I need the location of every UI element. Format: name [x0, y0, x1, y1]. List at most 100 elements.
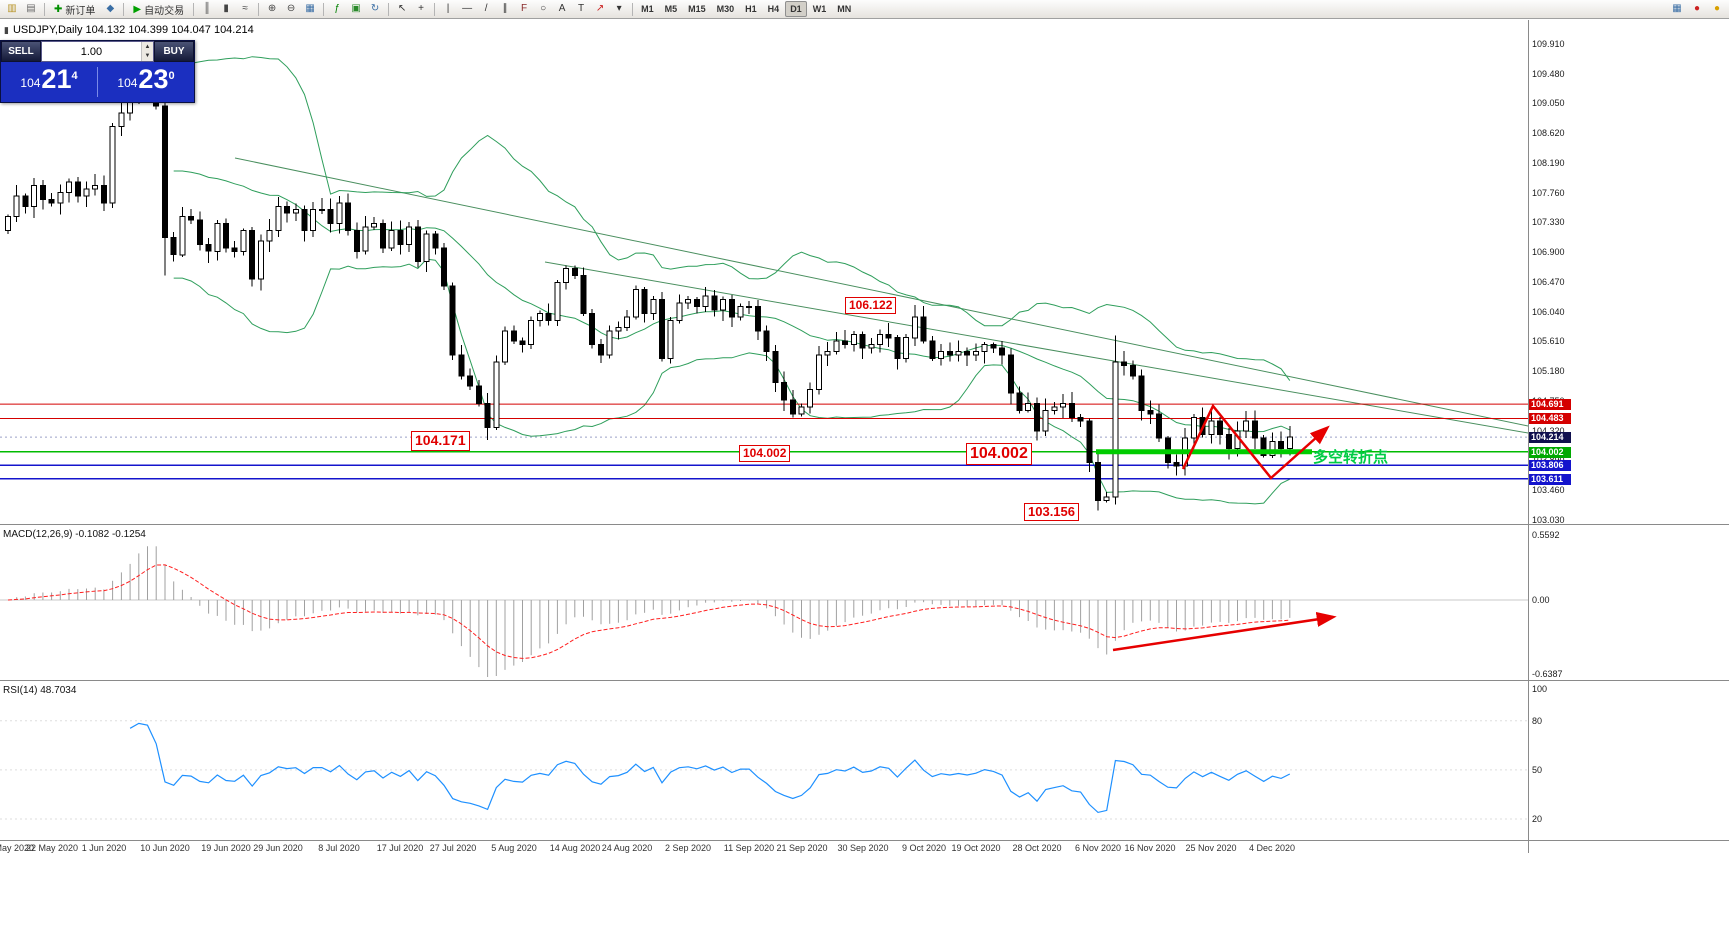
candlestick-mini-icon: ▮: [4, 24, 9, 35]
bar-chart-icon-glyph: ║: [203, 3, 211, 14]
price-axis-divider: [1528, 20, 1529, 853]
zoom-in-icon-glyph: ⊕: [267, 3, 277, 14]
trendlines: [234, 157, 1529, 434]
time-axis-divider: [0, 840, 1729, 841]
candles-layer: [5, 45, 1293, 511]
chart-profiles-icon[interactable]: ▤: [22, 2, 40, 17]
timeframe-m1[interactable]: M1: [641, 4, 654, 14]
chart-profiles-icon-glyph: ▤: [26, 3, 36, 14]
toolbar-separator: [123, 2, 125, 16]
toolbar-separator: [632, 2, 634, 16]
shapes-icon-glyph: ○: [540, 3, 547, 14]
chart-title-text: USDJPY,Daily 104.132 104.399 104.047 104…: [12, 24, 254, 36]
horizontal-line-icon-glyph: —: [462, 3, 473, 14]
refresh-icon[interactable]: ↻: [366, 2, 384, 17]
trendline-icon[interactable]: /: [477, 2, 495, 17]
timeframe-d1[interactable]: D1: [785, 1, 807, 17]
new-order-button[interactable]: ✚ 新订单: [49, 2, 100, 17]
timeframe-mn[interactable]: MN: [837, 4, 852, 14]
rsi-panel-divider[interactable]: [0, 680, 1729, 681]
alert-icon[interactable]: ●: [1713, 3, 1721, 14]
fibonacci-icon-glyph: F: [521, 3, 528, 14]
rsi-value: 48.7034: [40, 685, 77, 696]
zoom-in-icon[interactable]: ⊕: [263, 2, 281, 17]
macd-panel: [0, 546, 1528, 677]
new-chart-icon[interactable]: ▥: [3, 2, 21, 17]
ask-price[interactable]: 104 23 0: [98, 64, 194, 96]
crosshair-icon-glyph: +: [418, 3, 425, 14]
bid-big-figure: 104: [20, 75, 41, 90]
zoom-out-icon-glyph: ⊖: [286, 3, 296, 14]
macd-label: MACD(12,26,9) -0.1082 -0.1254: [3, 529, 146, 540]
candlestick-chart-icon-glyph: ▮: [223, 3, 229, 14]
zigzag-drawing: [1181, 403, 1330, 480]
record-icon[interactable]: ●: [1693, 3, 1701, 14]
volume-input[interactable]: [42, 42, 141, 61]
zoom-out-icon[interactable]: ⊖: [282, 2, 300, 17]
tile-windows-icon[interactable]: ▦: [301, 2, 319, 17]
shapes-icon[interactable]: ○: [534, 2, 552, 17]
rsi-panel: [0, 720, 1528, 820]
volume-increase-button[interactable]: ▲: [141, 42, 153, 52]
macd-panel-divider[interactable]: [0, 524, 1729, 525]
timeframe-toolbar: M1 M5 M15 M30 H1 H4 D1 W1 MN: [636, 1, 856, 17]
toolbar-separator: [193, 2, 195, 16]
rsi-name: RSI(14): [3, 685, 38, 696]
grid-icon[interactable]: ▦: [1672, 3, 1682, 14]
arrows-icon[interactable]: ↗: [591, 2, 609, 17]
timeframe-m15[interactable]: M15: [688, 4, 706, 14]
channel-icon[interactable]: ∥: [496, 2, 514, 17]
candlestick-chart-icon[interactable]: ▮: [217, 2, 235, 17]
new-chart-icon-glyph: ▥: [7, 3, 17, 14]
ask-big-figure: 104: [117, 75, 138, 90]
text-label-icon[interactable]: T: [572, 2, 590, 17]
timeframe-h1[interactable]: H1: [745, 4, 757, 14]
auto-trading-button[interactable]: ▶ 自动交易: [128, 2, 189, 17]
fibonacci-icon[interactable]: F: [515, 2, 533, 17]
auto-trading-icon: ▶: [133, 3, 142, 15]
bar-chart-icon[interactable]: ║: [198, 2, 216, 17]
add-indicator-icon-glyph: ▣: [351, 3, 361, 14]
main-toolbar: ▥ ▤ ✚ 新订单 ◆ ▶ 自动交易 ║ ▮ ≈ ⊕ ⊖ ▦ ƒ ▣ ↻ ↖ + | — / ∥ F ○ A T ↗ ▾ M1 M5 M1…: [0, 0, 1729, 19]
crosshair-icon[interactable]: +: [412, 2, 430, 17]
timeframe-m30[interactable]: M30: [716, 4, 735, 14]
macd-trend-arrow: [1112, 611, 1337, 652]
chart-wizard-icon[interactable]: ◆: [101, 2, 119, 17]
dropdown-icon[interactable]: ▾: [610, 2, 628, 17]
bid-price[interactable]: 104 21 4: [1, 66, 97, 96]
volume-decrease-button[interactable]: ▼: [141, 51, 153, 61]
text-icon[interactable]: A: [553, 2, 571, 17]
vertical-line-icon-glyph: |: [446, 3, 450, 14]
timeframe-m5[interactable]: M5: [664, 4, 678, 14]
channel-icon-glyph: ∥: [502, 3, 508, 14]
volume-field: ▲ ▼: [41, 41, 154, 62]
arrows-icon-glyph: ↗: [595, 3, 605, 14]
toolbar-separator: [323, 2, 325, 16]
horizontal-line-icon[interactable]: —: [458, 2, 476, 17]
buy-button[interactable]: BUY: [154, 41, 194, 62]
bid-point: 4: [71, 70, 78, 83]
chart-wizard-icon-glyph: ◆: [106, 3, 115, 14]
indicators-icon-glyph: ƒ: [334, 3, 340, 14]
timeframe-h4[interactable]: H4: [767, 4, 780, 14]
macd-values: -0.1082 -0.1254: [75, 529, 146, 540]
vertical-line-icon[interactable]: |: [439, 2, 457, 17]
refresh-icon-glyph: ↻: [370, 3, 380, 14]
sell-button[interactable]: SELL: [1, 41, 41, 62]
toolbar-separator: [434, 2, 436, 16]
new-order-button-label: 新订单: [65, 5, 96, 17]
timeframe-w1[interactable]: W1: [812, 4, 827, 14]
toolbar-separator: [388, 2, 390, 16]
line-chart-icon[interactable]: ≈: [236, 2, 254, 17]
cursor-icon[interactable]: ↖: [393, 2, 411, 17]
ask-pips: 23: [138, 64, 169, 95]
ask-point: 0: [168, 70, 175, 83]
trendline-icon-glyph: /: [484, 3, 488, 14]
text-icon-glyph: A: [558, 3, 566, 14]
indicators-icon[interactable]: ƒ: [328, 2, 346, 17]
add-indicator-icon[interactable]: ▣: [347, 2, 365, 17]
text-label-icon-glyph: T: [578, 3, 585, 14]
tile-windows-icon-glyph: ▦: [305, 3, 315, 14]
